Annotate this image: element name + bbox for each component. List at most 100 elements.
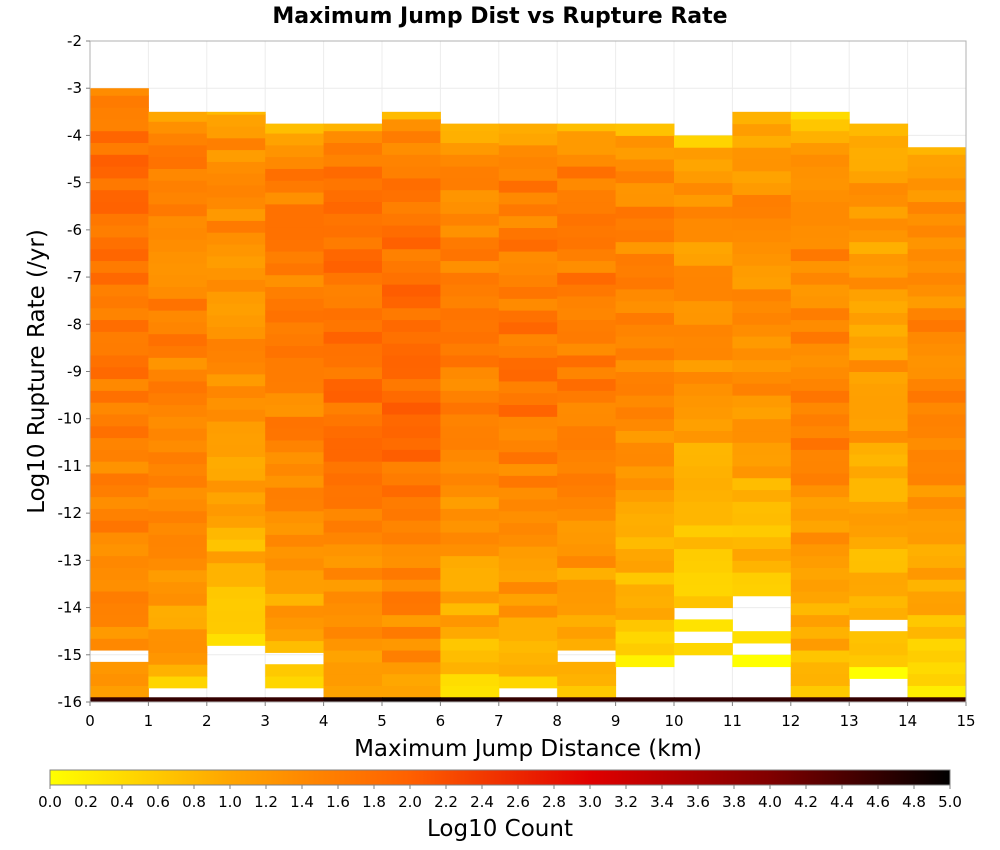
heatmap-cell — [498, 180, 558, 193]
heatmap-cell — [849, 218, 909, 231]
heatmap-cell — [382, 437, 441, 450]
heatmap-cell — [907, 189, 967, 203]
heatmap-cell — [90, 88, 149, 96]
heatmap-cell — [615, 654, 675, 668]
heatmap-cell — [674, 218, 733, 231]
heatmap-cell — [440, 295, 500, 309]
heatmap-cell — [148, 557, 208, 571]
heatmap-cell — [323, 484, 383, 498]
heatmap-cell — [615, 383, 675, 396]
heatmap-cell — [907, 343, 967, 356]
y-tick-label: -3 — [67, 79, 82, 97]
heatmap-cell — [323, 166, 383, 179]
heatmap-cell — [265, 439, 325, 453]
heatmap-cell — [90, 437, 149, 450]
heatmap-cell — [206, 456, 266, 469]
heatmap-cell — [498, 676, 558, 689]
heatmap-cell — [440, 354, 500, 368]
heatmap-cell — [148, 652, 208, 665]
heatmap-cell — [907, 532, 967, 545]
heatmap-cell — [849, 371, 909, 384]
heatmap-cell — [440, 343, 500, 356]
heatmap-cell — [382, 555, 441, 568]
heatmap-cell — [265, 123, 325, 134]
heatmap-cell — [849, 277, 909, 290]
heatmap-cell — [674, 182, 733, 195]
heatmap-cell — [498, 286, 558, 299]
heatmap-cell — [790, 166, 850, 179]
heatmap-cell — [674, 430, 733, 443]
heatmap-cell — [323, 449, 383, 462]
heatmap-cell — [849, 241, 909, 254]
colorbar-tick-label: 4.0 — [758, 793, 782, 811]
heatmap-cell — [498, 510, 558, 524]
heatmap-cell — [323, 248, 383, 262]
heatmap-cell — [323, 650, 383, 663]
heatmap-cell — [382, 626, 441, 639]
heatmap-cell — [849, 654, 909, 668]
x-tick-label: 15 — [956, 712, 975, 730]
heatmap-cell — [674, 560, 733, 573]
heatmap-cell — [907, 213, 967, 226]
heatmap-cell — [674, 300, 733, 313]
heatmap-cell — [382, 295, 441, 309]
heatmap-cell — [323, 142, 383, 155]
heatmap-cell — [615, 697, 675, 702]
colorbar-tick-label: 5.0 — [938, 793, 962, 811]
heatmap-cell — [790, 496, 850, 509]
heatmap-cell — [615, 642, 675, 656]
heatmap-cell — [90, 307, 149, 321]
heatmap-cell — [206, 444, 266, 457]
heatmap-cell — [206, 385, 266, 398]
heatmap-cell — [323, 177, 383, 191]
heatmap-cell — [148, 144, 208, 158]
heatmap-cell — [382, 118, 441, 132]
heatmap-cell — [382, 260, 441, 273]
heatmap-cell — [382, 567, 441, 580]
heatmap-cell — [382, 154, 441, 167]
heatmap-cell — [557, 260, 617, 273]
heatmap-cell — [732, 135, 792, 148]
heatmap-cell — [323, 319, 383, 332]
heatmap-cell — [265, 274, 325, 288]
heatmap-cell — [323, 390, 383, 403]
heatmap-cell — [498, 404, 558, 417]
heatmap-cell — [732, 501, 792, 514]
heatmap-cell — [674, 536, 733, 550]
heatmap-cell — [206, 503, 266, 517]
heatmap-cell — [498, 310, 558, 323]
heatmap-cell — [849, 359, 909, 372]
heatmap-cell — [849, 631, 909, 644]
heatmap-cell — [732, 406, 792, 420]
heatmap-cell — [849, 147, 909, 160]
heatmap-cell — [732, 697, 792, 702]
heatmap-cell — [265, 298, 325, 311]
heatmap-cell — [732, 395, 792, 408]
heatmap-cell — [790, 473, 850, 486]
heatmap-cell — [790, 189, 850, 203]
heatmap-cell — [148, 522, 208, 535]
heatmap-cell — [323, 626, 383, 639]
heatmap-cell — [732, 253, 792, 266]
heatmap-cell — [615, 572, 675, 585]
heatmap-cell — [440, 473, 500, 486]
heatmap-cell — [790, 449, 850, 462]
heatmap-cell — [732, 229, 792, 243]
heatmap-cell — [440, 413, 500, 427]
heatmap-cell — [615, 135, 675, 148]
heatmap-cell — [323, 331, 383, 344]
heatmap-cell — [382, 508, 441, 521]
heatmap-cell — [382, 473, 441, 486]
heatmap-cell — [674, 489, 733, 502]
heatmap-cell — [674, 194, 733, 207]
heatmap-cell — [849, 418, 909, 432]
heatmap-cell — [498, 392, 558, 406]
heatmap-cell — [148, 510, 208, 524]
heatmap-cell — [148, 192, 208, 205]
heatmap-cell — [674, 383, 733, 396]
heatmap-cell — [382, 354, 441, 368]
heatmap-cell — [732, 442, 792, 455]
heatmap-cell — [849, 324, 909, 337]
x-tick-label: 4 — [319, 712, 329, 730]
heatmap-cell — [674, 159, 733, 172]
